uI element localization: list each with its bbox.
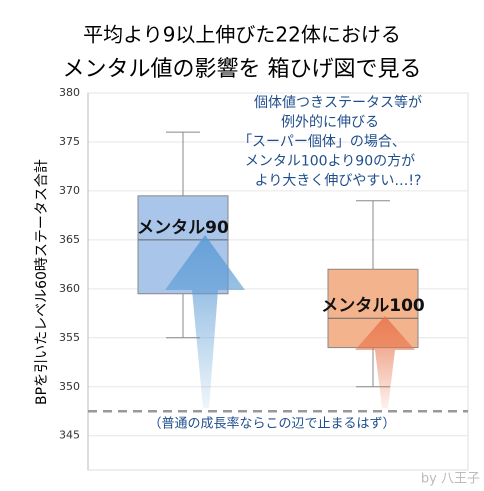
title-line: 平均より9以上伸びた22体における	[83, 23, 401, 47]
y-tick-label: 355	[59, 331, 80, 344]
arrows	[165, 235, 415, 408]
y-tick-label: 350	[59, 380, 80, 393]
reference-label: （普通の成長率ならこの辺で止まるはず）	[148, 416, 395, 432]
annotation: 「スーパー個体」の場合、	[238, 134, 406, 150]
y-tick-label: 365	[59, 233, 80, 246]
y-tick-label: 370	[59, 184, 80, 197]
box-label: メンタル100	[321, 296, 425, 316]
annotation: 個体値つきステータス等が	[254, 94, 422, 111]
y-tick-label: 375	[59, 135, 80, 148]
y-axis-label: BPを引いたレベル60時ステータス合計	[34, 159, 50, 405]
annotation: メンタル100より90の方が	[245, 154, 415, 170]
title-line: メンタル値の影響を 箱ひげ図で見る	[63, 57, 422, 82]
annotation: 例外的に伸びる	[281, 115, 379, 131]
y-tick-label: 345	[59, 429, 80, 442]
box-label: メンタル90	[137, 218, 229, 238]
y-tick-label: 360	[59, 282, 80, 295]
annotation: より大きく伸びやすい…!?	[255, 173, 422, 189]
credit: by 八王子	[421, 472, 480, 487]
y-tick-label: 380	[59, 86, 80, 99]
